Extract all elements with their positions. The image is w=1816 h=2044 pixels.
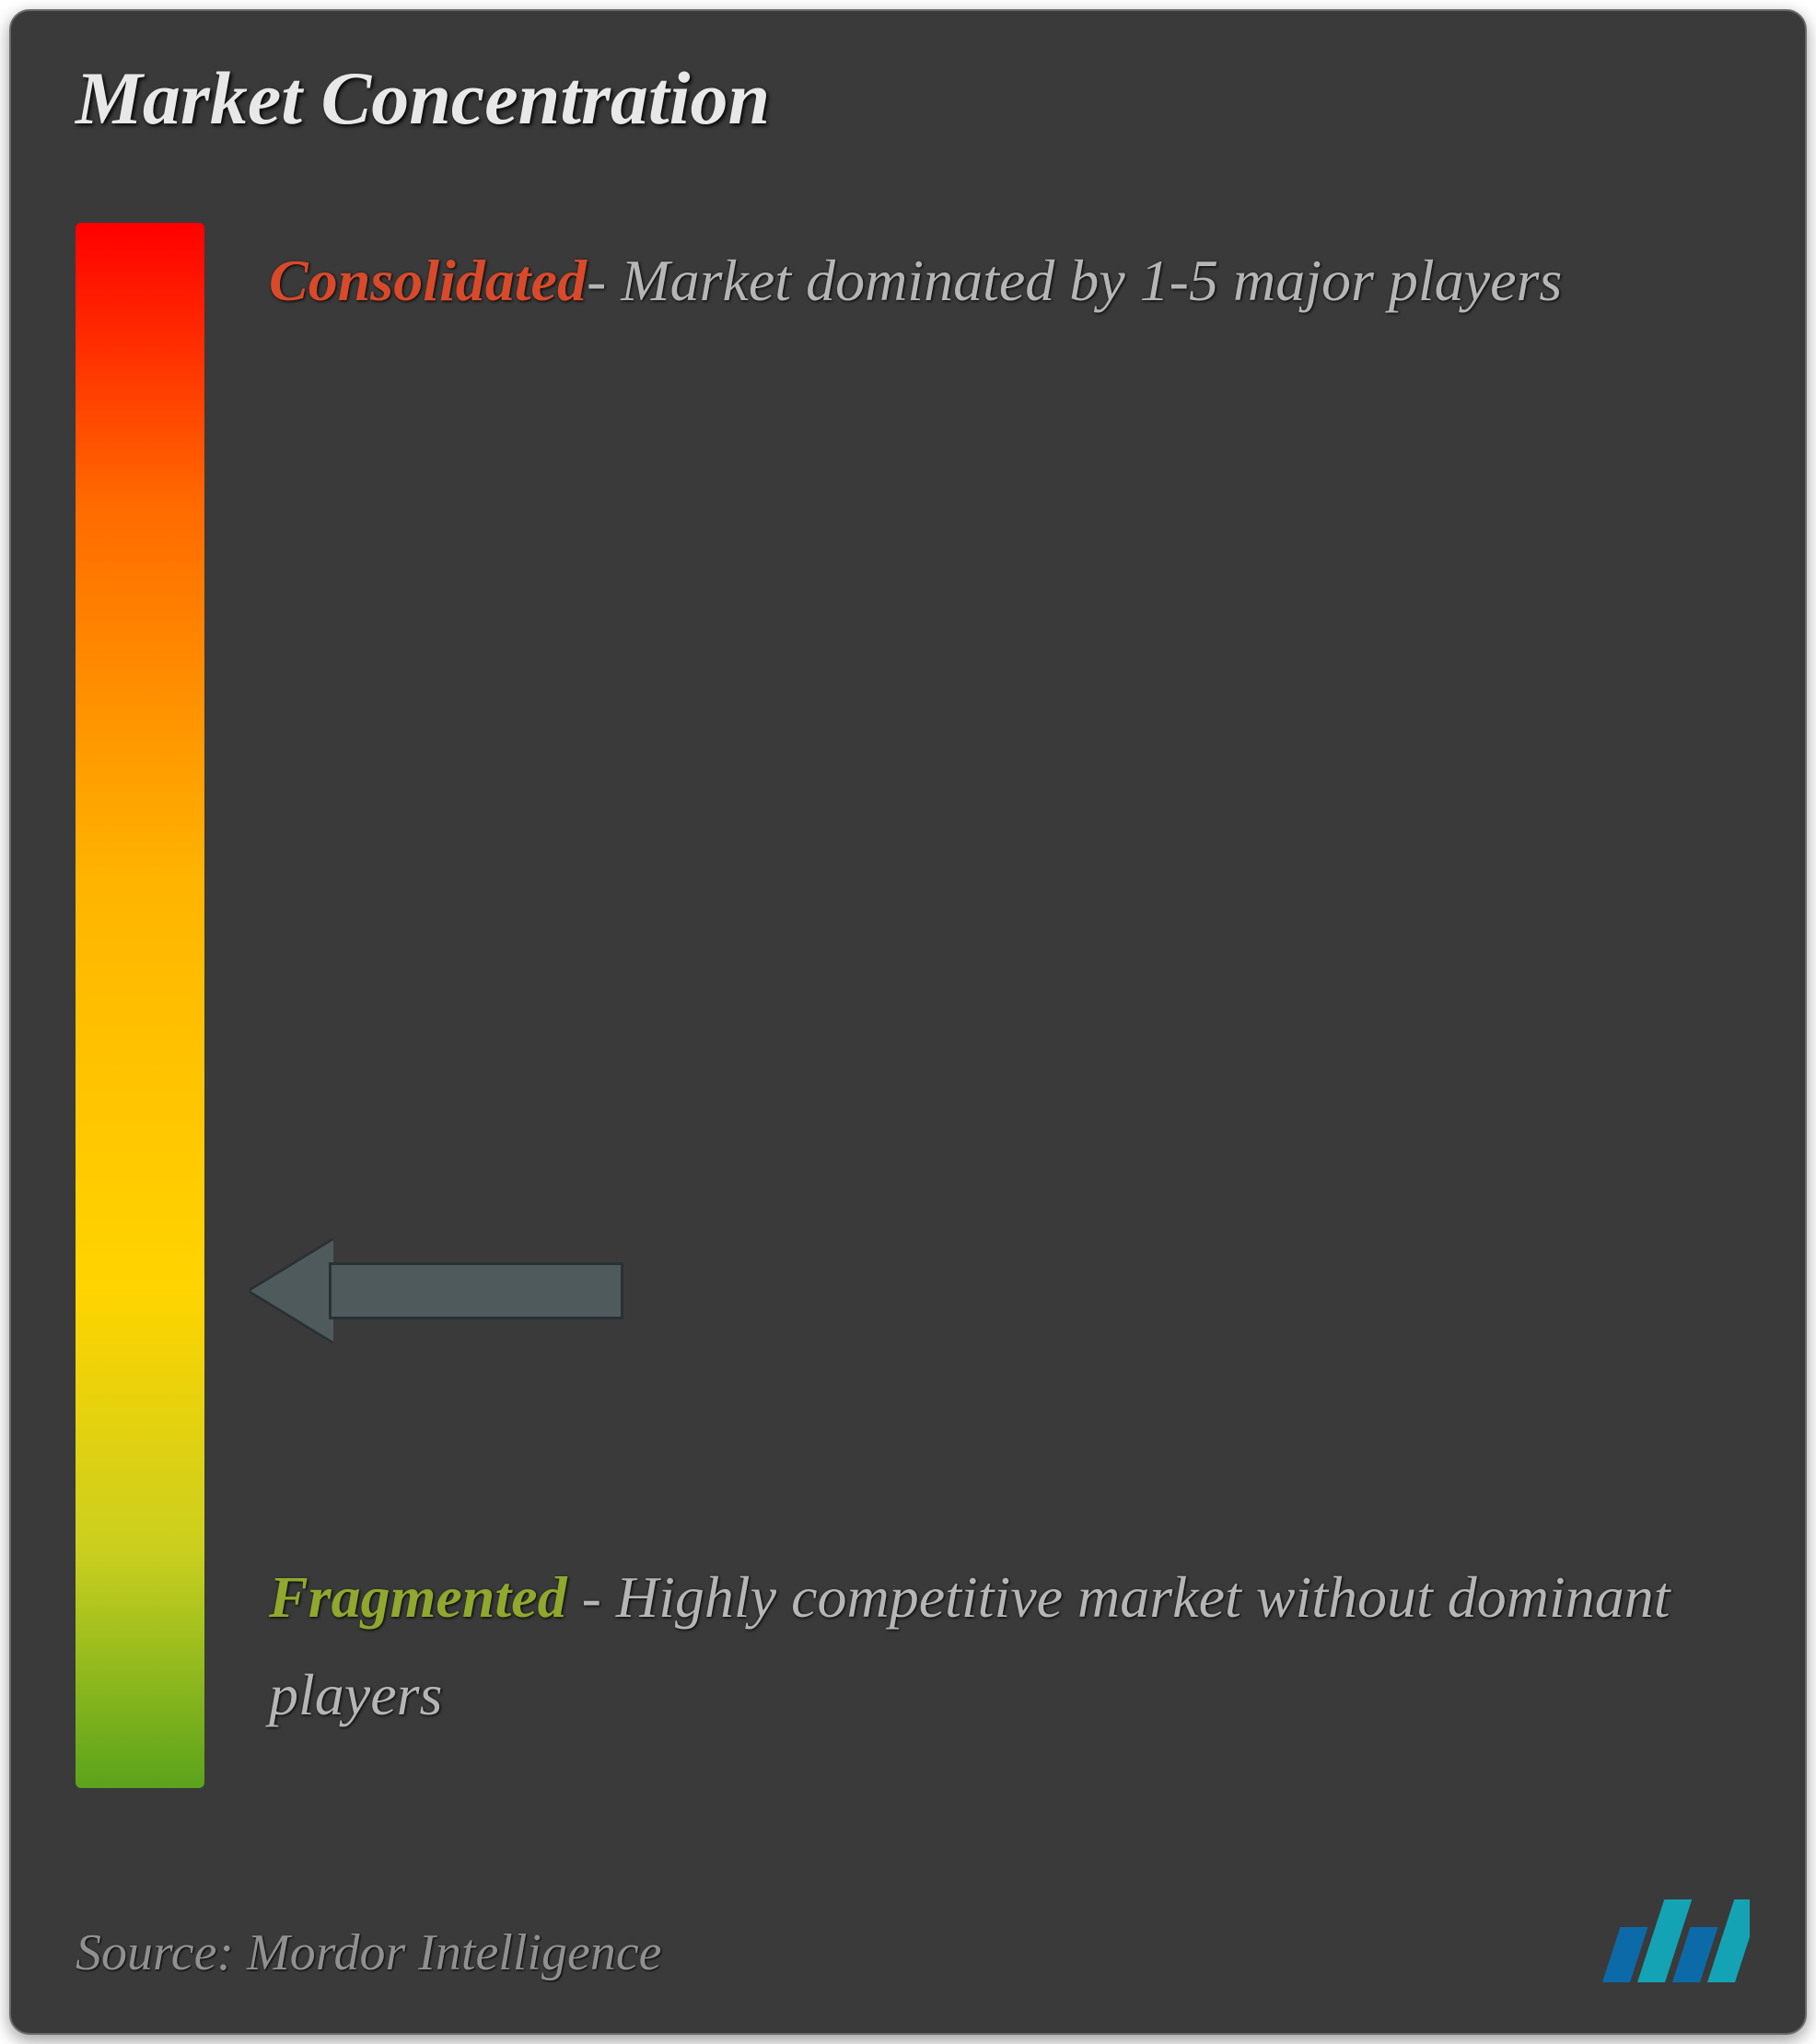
consolidated-text: - Market dominated by 1-5 major players bbox=[587, 248, 1562, 313]
consolidated-keyword: Consolidated bbox=[269, 248, 587, 313]
infographic-card: Market Concentration Consolidated- Marke… bbox=[9, 9, 1807, 2035]
consolidated-description: Consolidated- Market dominated by 1-5 ma… bbox=[269, 232, 1750, 330]
position-indicator-arrow bbox=[250, 1240, 628, 1341]
brand-logo-icon bbox=[1593, 1890, 1750, 1992]
fragmented-description: Fragmented - Highly competitive market w… bbox=[269, 1549, 1750, 1743]
fragmented-keyword: Fragmented bbox=[269, 1564, 567, 1630]
concentration-gradient-bar bbox=[76, 223, 204, 1788]
source-label: Source: bbox=[76, 1924, 234, 1981]
arrow-shaft bbox=[329, 1262, 623, 1319]
source-value: Mordor Intelligence bbox=[247, 1924, 661, 1981]
arrow-head-icon bbox=[250, 1240, 333, 1341]
source-attribution: Source: Mordor Intelligence bbox=[76, 1923, 662, 1982]
page-title: Market Concentration bbox=[76, 55, 770, 142]
